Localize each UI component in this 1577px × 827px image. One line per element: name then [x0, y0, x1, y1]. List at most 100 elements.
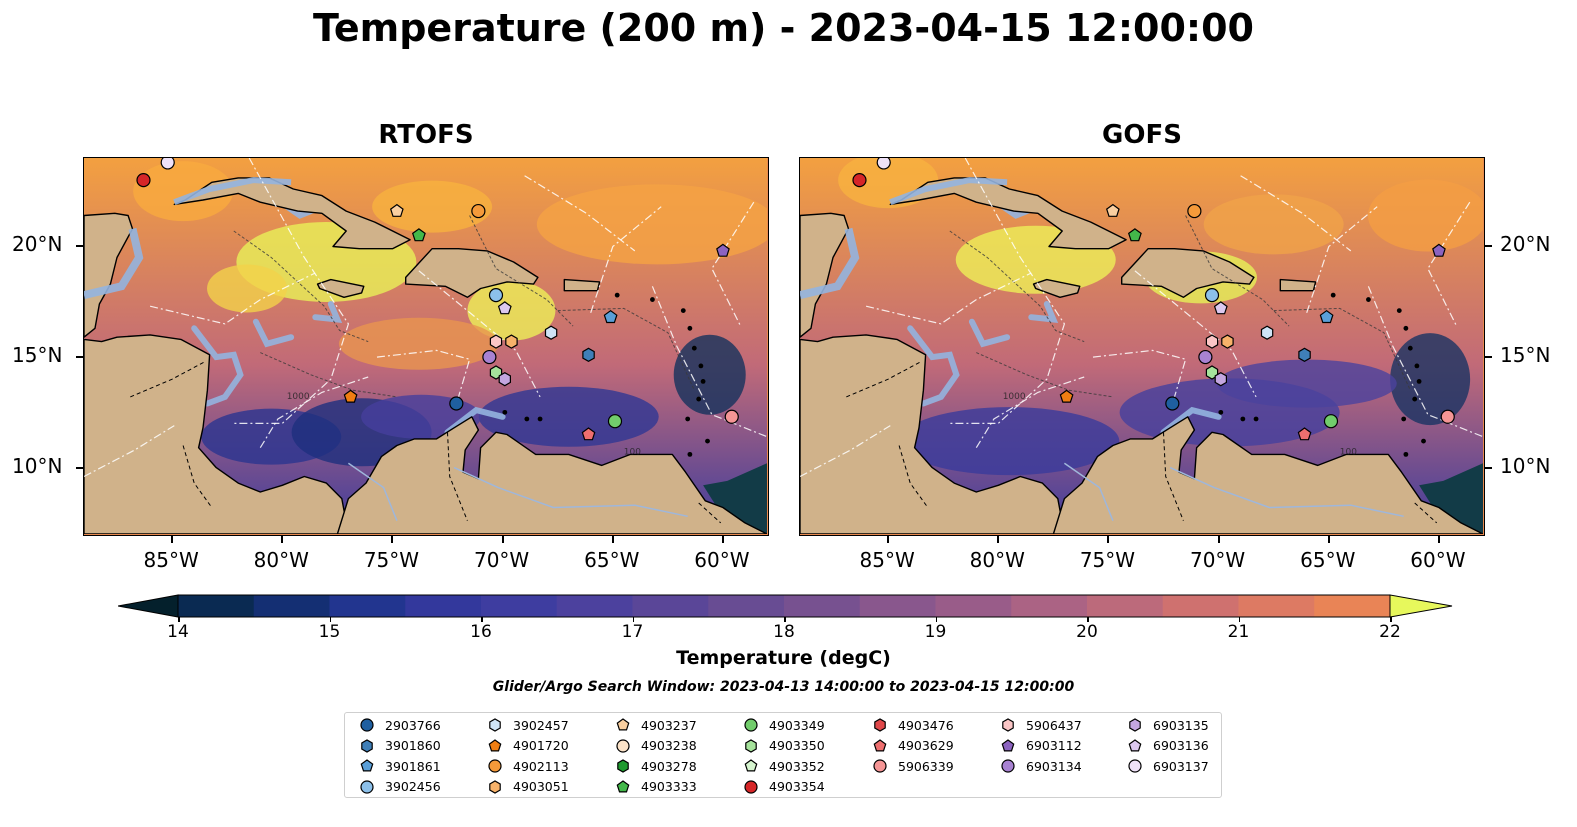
- float-marker-3902457: [1260, 325, 1274, 340]
- legend-entry: 4903354: [743, 777, 825, 797]
- legend-entry: 5906339: [872, 756, 954, 776]
- colorbar-tick-mark: [1238, 617, 1240, 622]
- colorbar-tick-label: 17: [621, 622, 644, 642]
- map-panel-rtofs: 1000 100: [83, 157, 769, 536]
- legend-label: 5906339: [898, 758, 954, 774]
- float-marker-4903349: [607, 414, 623, 429]
- legend-label: 2903766: [385, 717, 441, 733]
- float-marker-4903237: [389, 203, 404, 217]
- float-marker-6903135: [1214, 372, 1227, 387]
- legend-marker-icon: [617, 759, 629, 773]
- float-marker-5906437: [489, 334, 503, 349]
- legend-entry: 5906437: [1000, 715, 1082, 735]
- legend-entry: 4903352: [743, 756, 825, 776]
- search-window-text: Glider/Argo Search Window: 2023-04-13 14…: [492, 679, 1075, 695]
- colorbar-segment: [1162, 595, 1239, 617]
- x-tick-label: 65°W: [1300, 548, 1356, 572]
- float-marker-4902113: [471, 203, 486, 219]
- legend-entry: 6903134: [1000, 756, 1082, 776]
- legend-entry: 3901861: [359, 756, 441, 776]
- colorbar-tick-mark: [784, 617, 786, 622]
- colorbar-tick-label: 22: [1379, 622, 1401, 642]
- colorbar-segment: [708, 595, 785, 617]
- float-marker-4901720: [343, 389, 358, 403]
- colorbar-label: Temperature (degC): [676, 647, 891, 669]
- colorbar-tick-mark: [632, 617, 634, 622]
- legend-entry: 4902113: [487, 756, 569, 776]
- legend-marker-icon: [616, 738, 630, 753]
- float-marker-4901720: [1059, 389, 1074, 403]
- legend-marker-icon: [745, 738, 757, 753]
- map-panel-gofs: 1000 100: [799, 157, 1485, 536]
- colorbar-segment: [859, 595, 936, 617]
- colorbar-segment: [253, 595, 330, 617]
- legend-entry: 4903333: [615, 777, 697, 797]
- colorbar-tick-label: 14: [167, 622, 189, 642]
- float-marker-4903354: [852, 173, 867, 188]
- legend-entry: 6903136: [1127, 736, 1209, 756]
- colorbar-segment: [405, 595, 482, 617]
- y-tick-label: 10°N: [12, 453, 63, 478]
- legend-marker-icon: [1128, 759, 1142, 773]
- colorbar-segment: [329, 595, 406, 617]
- legend-marker-icon: [873, 738, 887, 751]
- x-tick-mark: [611, 536, 614, 543]
- legend-marker-icon: [360, 718, 374, 732]
- y-tick-mark: [1485, 245, 1492, 248]
- legend-marker-icon: [1128, 738, 1142, 751]
- float-marker-4903354: [136, 173, 151, 188]
- float-marker-6903137: [160, 158, 175, 170]
- legend-label: 4903333: [641, 779, 697, 794]
- panel-title-gofs: GOFS: [1102, 120, 1182, 150]
- colorbar-tick-mark: [1087, 617, 1089, 622]
- x-tick-label: 85°W: [143, 548, 199, 572]
- contour-label: 100: [1340, 447, 1357, 457]
- float-marker-4903333: [411, 228, 426, 242]
- float-marker-4903051: [505, 334, 518, 349]
- float-marker-2903766: [449, 396, 464, 411]
- x-tick-label: 60°W: [1410, 548, 1466, 572]
- colorbar-tick-label: 18: [773, 622, 795, 642]
- colorbar-tick-mark: [329, 617, 331, 622]
- colorbar-tick-label: 19: [924, 622, 947, 642]
- x-tick-label: 80°W: [969, 548, 1025, 572]
- colorbar-tick-mark: [935, 617, 937, 622]
- colorbar-segment: [784, 595, 861, 617]
- float-marker-3901860: [582, 347, 595, 362]
- legend-label: 4903476: [898, 717, 954, 733]
- legend-label: 4903352: [769, 758, 825, 774]
- x-tick-mark: [1217, 536, 1220, 543]
- legend-marker-icon: [1001, 759, 1015, 773]
- float-marker-3901861: [1319, 309, 1334, 324]
- float-marker-6903112: [1432, 243, 1446, 257]
- legend-entry: 4903629: [872, 736, 954, 756]
- colorbar-segment: [556, 595, 633, 617]
- x-tick-mark: [281, 536, 284, 543]
- legend-label: 4902113: [513, 758, 569, 774]
- x-tick-mark: [391, 536, 394, 543]
- panel-title-rtofs: RTOFS: [378, 120, 474, 150]
- legend-marker-icon: [1129, 718, 1141, 732]
- float-marker-4903629: [581, 427, 596, 441]
- y-tick-mark: [76, 356, 83, 359]
- legend-marker-icon: [361, 738, 373, 753]
- legend-label: 4903349: [769, 717, 825, 733]
- x-tick-label: 70°W: [1189, 548, 1246, 572]
- colorbar-segment: [1087, 595, 1164, 617]
- y-tick-mark: [76, 466, 83, 469]
- colorbar-tick-label: 16: [470, 622, 492, 642]
- contour-label: 100: [624, 447, 641, 457]
- legend-marker-icon: [616, 779, 630, 792]
- legend-label: 3902456: [385, 779, 441, 794]
- float-marker-6903136: [497, 301, 512, 315]
- float-marker-5906339: [724, 409, 739, 424]
- legend-label: 4901720: [513, 738, 569, 753]
- legend-marker-icon: [873, 759, 887, 773]
- legend-label: 4903350: [769, 738, 825, 753]
- y-tick-label: 20°N: [12, 232, 63, 257]
- legend-label: 4903051: [513, 779, 569, 794]
- legend-entry: 6903137: [1127, 756, 1209, 776]
- legend-entry: 2903766: [359, 715, 441, 735]
- legend-entry: 4903051: [487, 777, 569, 797]
- colorbar-segment: [481, 595, 558, 617]
